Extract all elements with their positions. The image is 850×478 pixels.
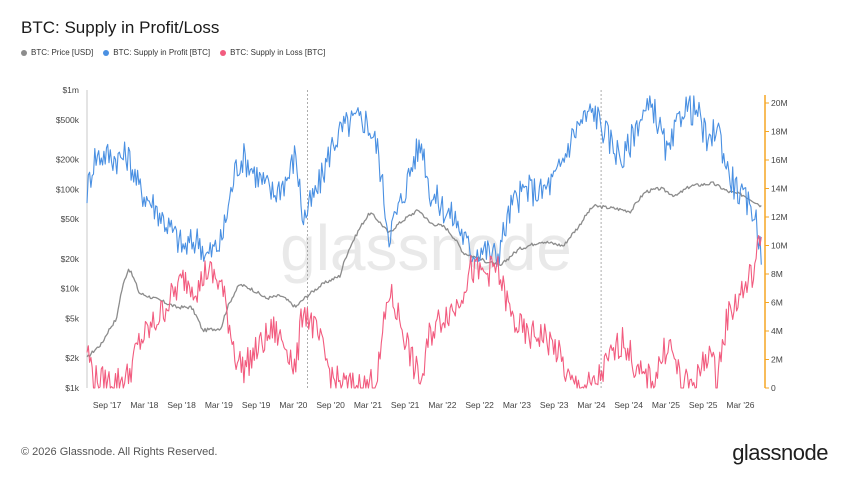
right-tick-label-5: 10M — [771, 241, 788, 251]
x-tick-label-12: Sep '23 — [540, 400, 569, 410]
right-tick-label-1: 2M — [771, 355, 783, 365]
left-tick-label-6: $100k — [56, 184, 80, 194]
legend-loss-label: BTC: Supply in Loss [BTC] — [230, 48, 326, 57]
legend: BTC: Price [USD] BTC: Supply in Profit [… — [21, 48, 325, 57]
x-tick-label-1: Mar '18 — [130, 400, 158, 410]
right-tick-label-3: 6M — [771, 298, 783, 308]
x-tick-label-4: Sep '19 — [242, 400, 271, 410]
right-tick-label-6: 12M — [771, 212, 788, 222]
left-tick-label-1: $2k — [65, 353, 79, 363]
x-tick-label-10: Sep '22 — [465, 400, 494, 410]
x-tick-label-11: Mar '23 — [503, 400, 531, 410]
copyright-footer: © 2026 Glassnode. All Rights Reserved. — [21, 446, 218, 458]
legend-profit-marker — [103, 49, 110, 56]
legend-item-loss[interactable]: BTC: Supply in Loss [BTC] — [220, 48, 325, 57]
left-tick-label-5: $50k — [61, 214, 80, 224]
legend-price-label: BTC: Price [USD] — [31, 48, 94, 57]
x-tick-label-3: Mar '19 — [205, 400, 233, 410]
x-tick-label-16: Sep '25 — [689, 400, 718, 410]
right-tick-label-0: 0 — [771, 383, 776, 393]
left-tick-label-4: $20k — [61, 254, 80, 264]
x-tick-label-13: Mar '24 — [577, 400, 605, 410]
left-tick-label-0: $1k — [65, 383, 79, 393]
right-tick-label-8: 16M — [771, 155, 788, 165]
left-tick-label-9: $1m — [62, 85, 79, 95]
x-tick-label-5: Mar '20 — [279, 400, 307, 410]
x-tick-label-8: Sep '21 — [391, 400, 420, 410]
left-tick-label-8: $500k — [56, 115, 80, 125]
series-line-0 — [86, 181, 762, 358]
right-tick-label-4: 8M — [771, 269, 783, 279]
legend-loss-marker — [220, 49, 227, 56]
right-tick-label-2: 4M — [771, 326, 783, 336]
legend-item-price[interactable]: BTC: Price [USD] — [21, 48, 93, 57]
chart-title: BTC: Supply in Profit/Loss — [21, 18, 220, 37]
x-tick-label-0: Sep '17 — [93, 400, 122, 410]
left-tick-label-7: $200k — [56, 154, 80, 164]
right-tick-label-7: 14M — [771, 184, 788, 194]
x-tick-label-17: Mar '26 — [726, 400, 754, 410]
x-tick-label-9: Mar '22 — [428, 400, 456, 410]
x-tick-label-6: Sep '20 — [316, 400, 345, 410]
x-tick-label-7: Mar '21 — [354, 400, 382, 410]
right-tick-label-10: 20M — [771, 98, 788, 108]
x-tick-label-15: Mar '25 — [652, 400, 680, 410]
x-tick-label-2: Sep '18 — [167, 400, 196, 410]
legend-item-profit[interactable]: BTC: Supply in Profit [BTC] — [103, 48, 210, 57]
left-tick-label-2: $5k — [65, 314, 79, 324]
left-tick-label-3: $10k — [61, 284, 80, 294]
watermark-text: glassnode — [280, 212, 572, 284]
legend-profit-label: BTC: Supply in Profit [BTC] — [113, 48, 211, 57]
series-line-1 — [86, 95, 762, 268]
right-tick-label-9: 18M — [771, 127, 788, 137]
glassnode-logo: glassnode — [732, 440, 828, 465]
legend-price-marker — [21, 49, 27, 56]
x-tick-label-14: Sep '24 — [614, 400, 643, 410]
series-line-2 — [86, 234, 762, 389]
